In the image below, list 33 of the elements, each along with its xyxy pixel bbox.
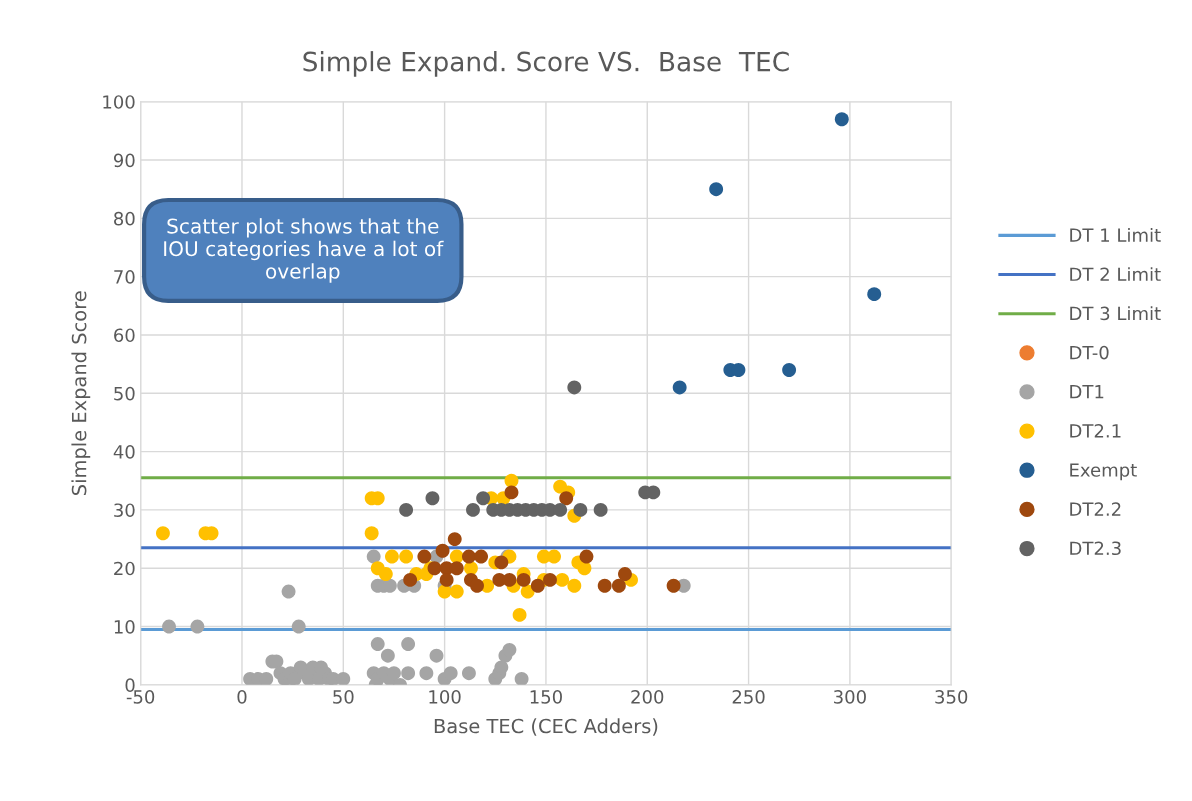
y-tick-label: 30 [114,503,135,518]
x-tick-label: 250 [732,690,765,704]
y-axis-title: Simple Expand Score [71,291,91,495]
legend-label: DT2.1 [1070,424,1121,438]
x-tick-label: 200 [631,690,664,704]
y-tick-label: 40 [113,445,135,459]
x-tick-label: 50 [333,690,354,704]
y-tick-label: 0 [125,678,135,692]
y-tick-label: 70 [114,270,135,284]
legend-label: DT2.2 [1070,502,1121,516]
x-tick-label: -50 [126,690,155,704]
y-tick-label: 90 [113,153,135,168]
y-tick-label: 20 [114,561,135,576]
y-tick-label: 50 [114,386,135,401]
legend-label: Exempt [1070,463,1137,481]
x-tick-label: 0 [237,690,247,704]
x-tick-label: 100 [429,690,461,704]
legend-label: DT2.3 [1070,541,1121,556]
y-tick-label: 100 [103,95,135,109]
legend-label: DT 3 Limit [1070,306,1161,321]
x-axis-title: Base TEC (CEC Adders) [434,718,658,736]
legend-label: DT 1 Limit [1070,227,1161,242]
legend-label: DT-0 [1070,345,1109,360]
x-tick-label: 150 [530,690,562,704]
x-tick-label: 350 [935,690,968,704]
annotation: Scatter plot shows that the IOU categories have a lot of overlap [164,218,444,283]
legend-label: DT1 [1070,385,1104,399]
legend-label: DT 2 Limit [1070,267,1161,281]
y-tick-label: 80 [114,211,135,226]
y-tick-label: 10 [114,620,135,634]
chart-title: Simple Expand. Score VS. Base TEC [303,51,789,77]
x-tick-label: 300 [834,690,866,704]
y-tick-label: 60 [114,328,135,343]
